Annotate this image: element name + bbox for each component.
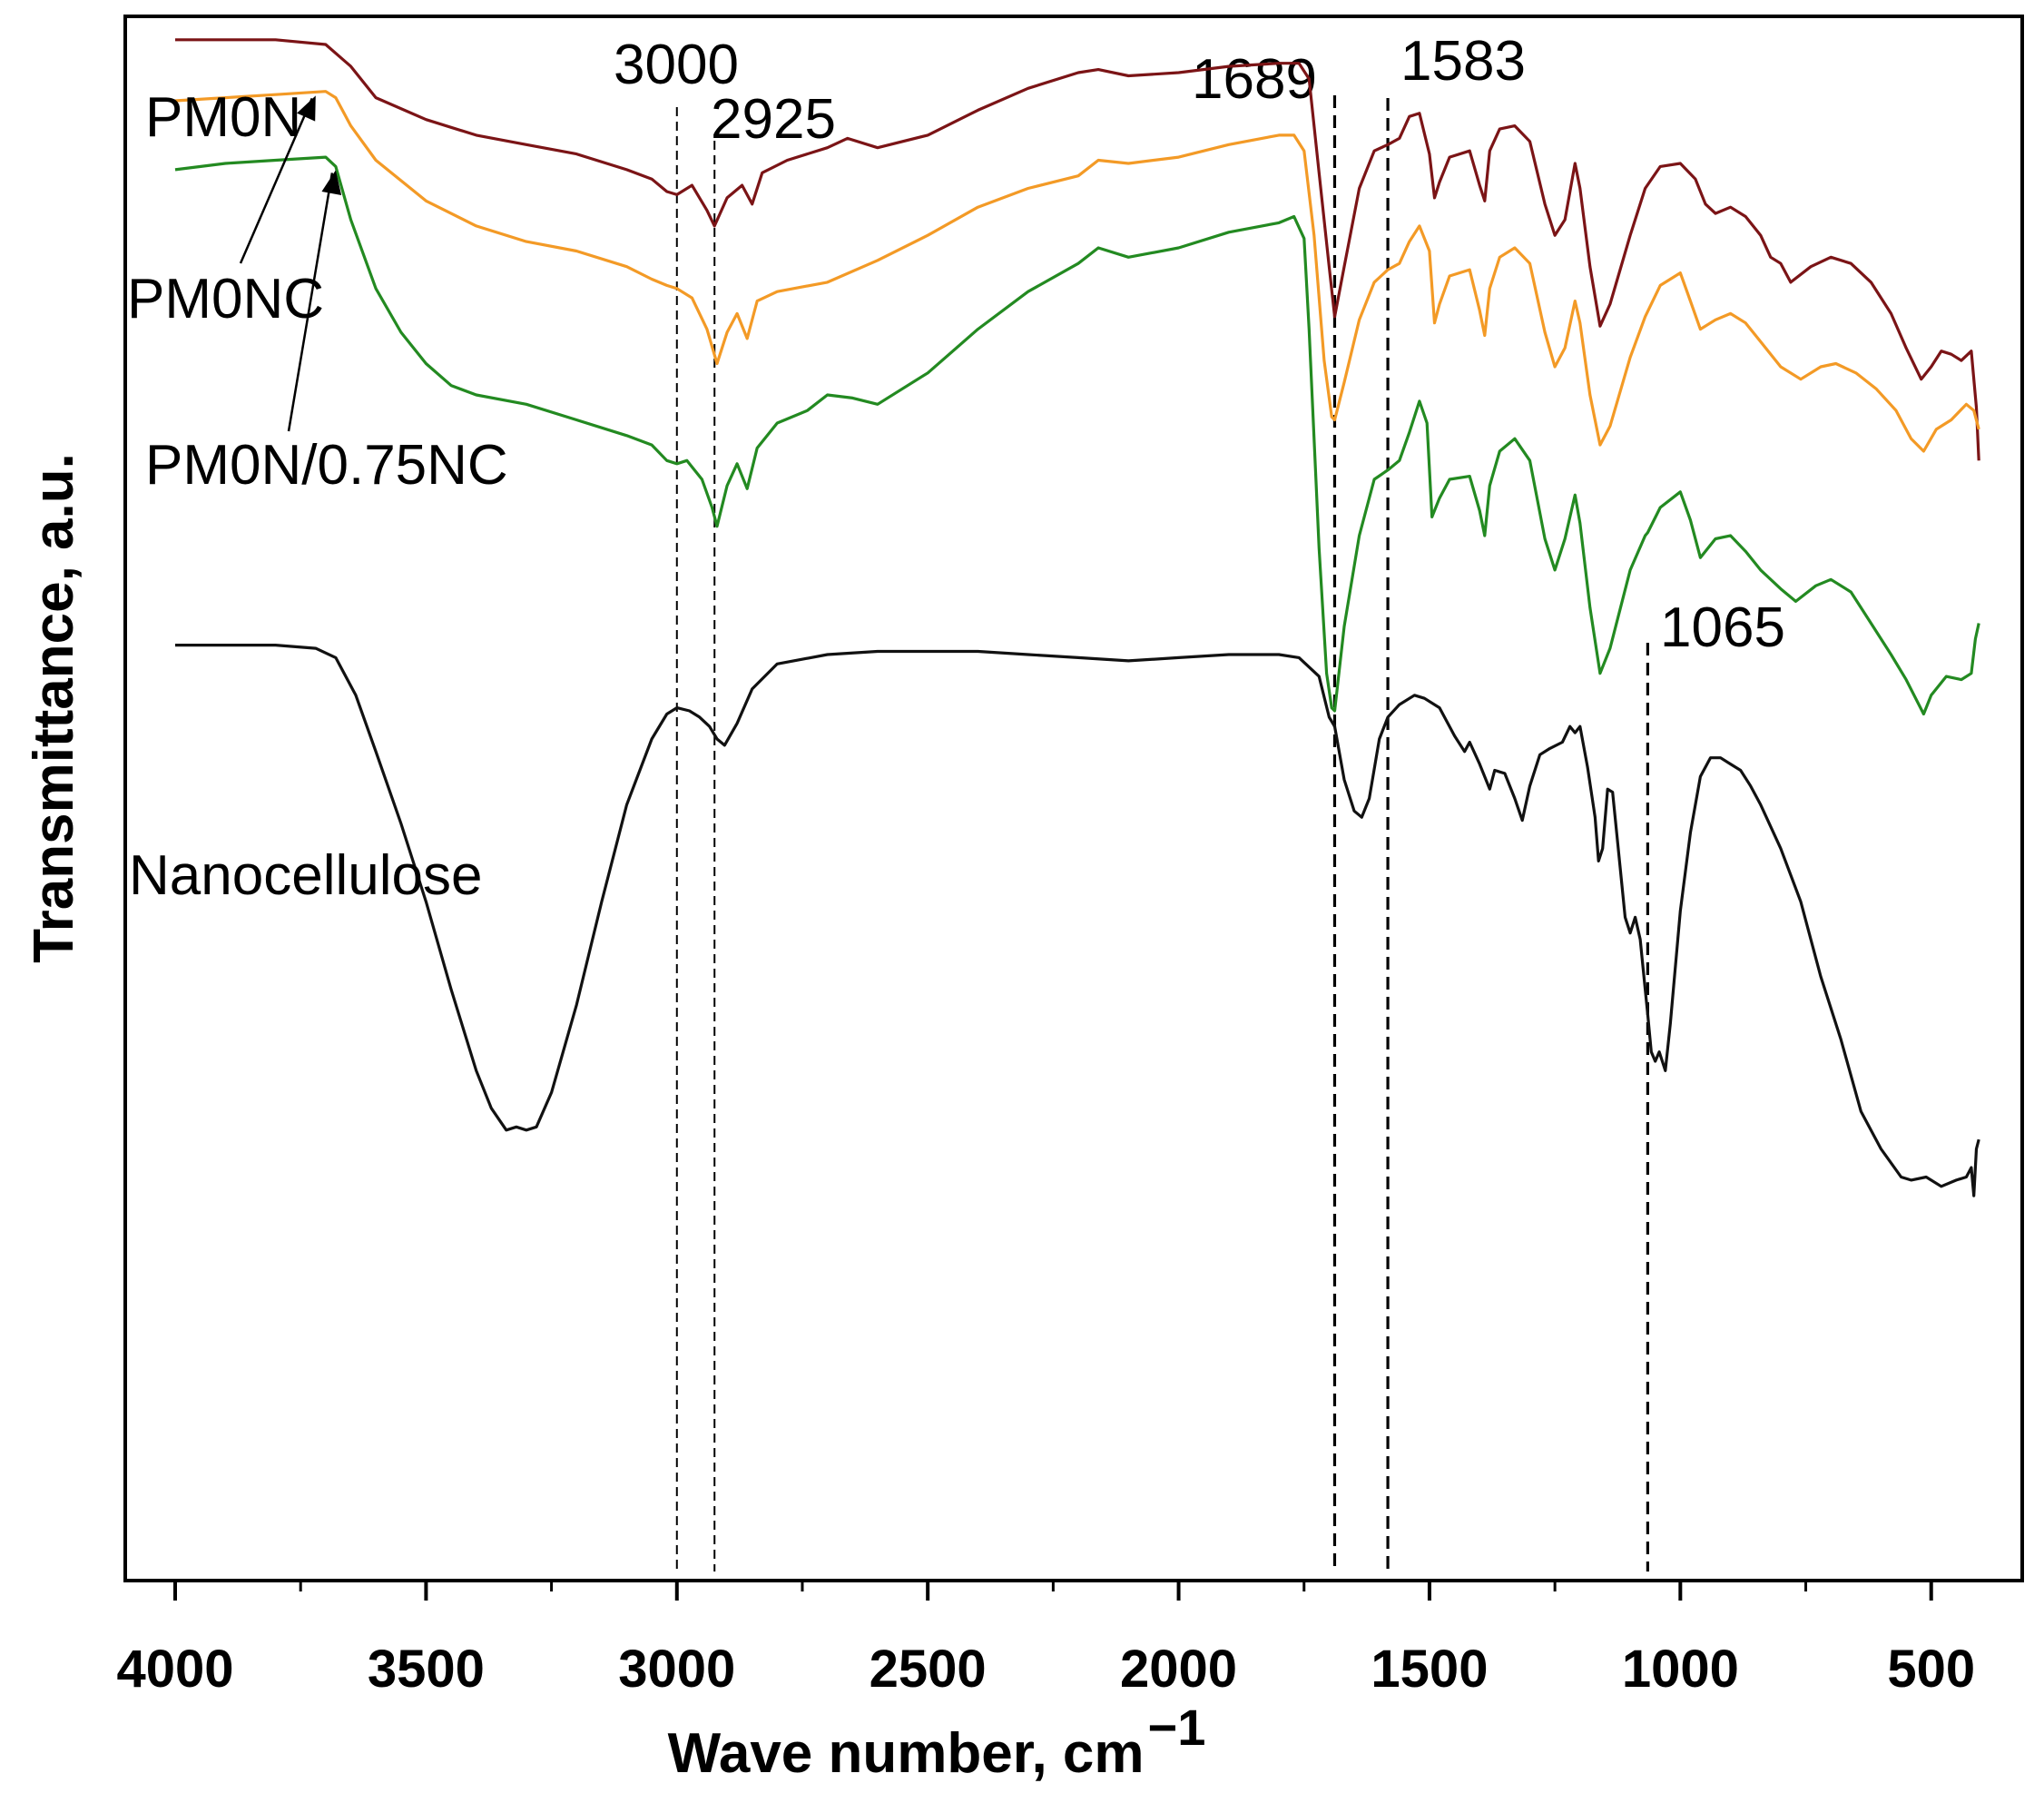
peak-label-1065: 1065 (1660, 596, 1785, 659)
peak-label-1583: 1583 (1400, 30, 1526, 93)
x-tick-label-1500: 1500 (1371, 1640, 1488, 1699)
series-arrow-head-pm0nc (297, 95, 316, 122)
x-tick-label-500: 500 (1887, 1640, 1975, 1699)
series-arrow-head-pm0n-0-75nc (321, 170, 342, 195)
x-tick-label-4000: 4000 (116, 1640, 233, 1699)
x-tick-label-3500: 3500 (368, 1640, 485, 1699)
series-label-pm0n-0-75nc: PM0N/0.75NC (145, 434, 508, 497)
series-line-pm0n-0-75nc (174, 155, 1980, 716)
series-label-pm0nc: PM0NC (127, 268, 324, 330)
peak-label-2925: 2925 (711, 88, 836, 151)
x-tick-label-1000: 1000 (1622, 1640, 1739, 1699)
peak-label-1689: 1689 (1192, 48, 1317, 111)
series-arrow-line-pm0n-0-75nc (287, 172, 334, 432)
x-axis: 4000 3500 3000 2500 2000 1500 1000 500 (116, 1581, 1975, 1699)
series-label-pm0n: PM0N (145, 86, 301, 149)
x-axis-title: Wave number, cm−1 (668, 1699, 1206, 1785)
y-axis-title: Transmittance, a.u. (23, 453, 85, 963)
series-arrow-line-pm0nc (239, 97, 313, 264)
x-axis-title-superscript: −1 (1148, 1699, 1206, 1756)
x-tick-label-2000: 2000 (1120, 1640, 1237, 1699)
x-tick-label-3000: 3000 (618, 1640, 735, 1699)
series-line-pm0n (175, 38, 1980, 461)
plot-frame (123, 15, 2024, 1582)
series-group (174, 38, 1980, 1197)
x-tick-label-2500: 2500 (870, 1640, 987, 1699)
series-line-pm0nc (174, 90, 1980, 453)
x-axis-title-text: Wave number, cm (668, 1722, 1145, 1785)
peak-label-3000: 3000 (614, 34, 739, 96)
series-line-nanocellulose (175, 644, 1980, 1197)
series-label-group: PM0N PM0NC PM0N/0.75NC Nanocellulose (127, 86, 508, 907)
series-label-nanocellulose: Nanocellulose (129, 844, 482, 907)
